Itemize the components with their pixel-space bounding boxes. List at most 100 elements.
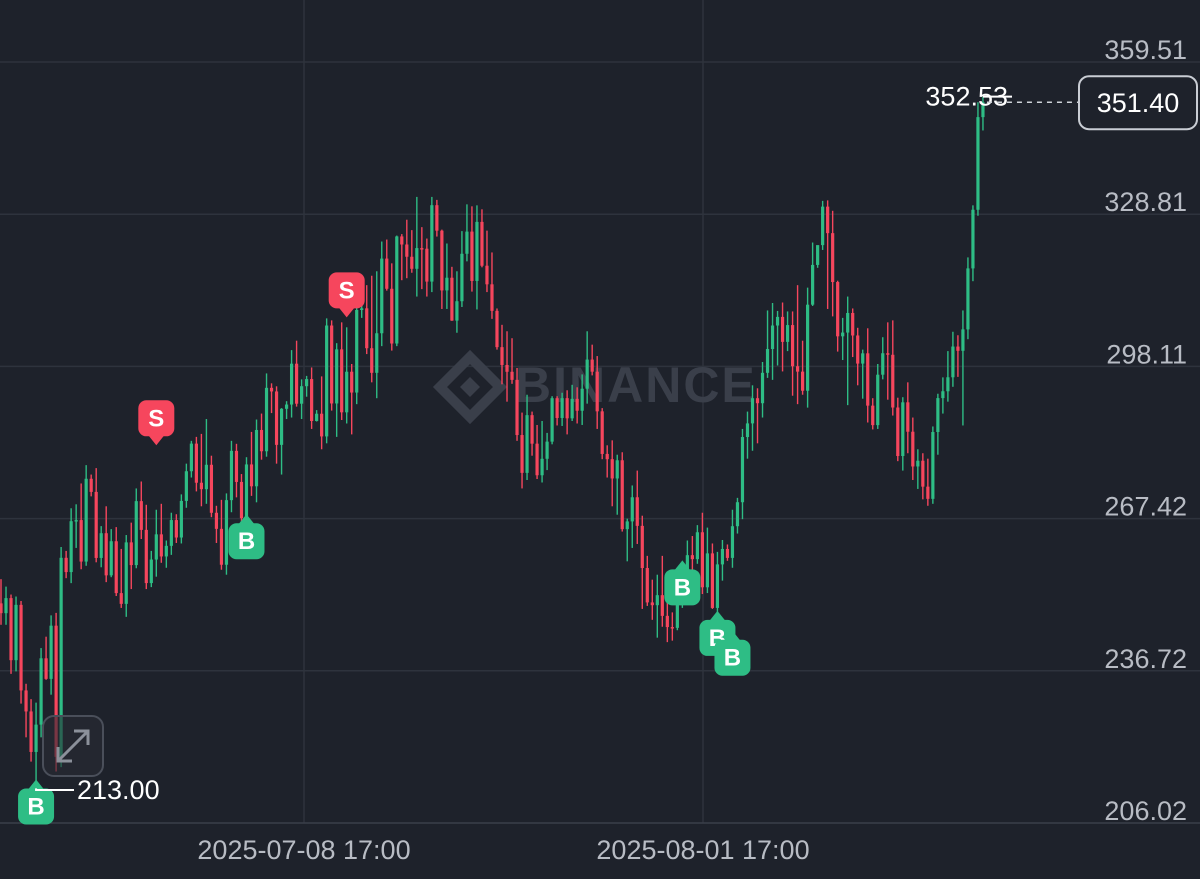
candle	[480, 209, 484, 268]
candle	[605, 445, 609, 478]
candle	[485, 230, 489, 293]
candle-body	[715, 564, 720, 608]
candle-body	[89, 478, 93, 492]
candle	[660, 555, 664, 627]
current-price-label: 351.40	[1097, 88, 1180, 118]
candle-body	[335, 349, 339, 404]
candle-body	[19, 604, 23, 691]
candle-body	[249, 464, 254, 487]
candle	[575, 387, 579, 424]
candle	[831, 210, 835, 317]
candle-body	[340, 349, 344, 413]
candle-body	[104, 533, 108, 576]
candle	[375, 271, 379, 399]
x-axis: 2025-07-08 17:00 2025-08-01 17:00	[197, 835, 809, 865]
candle	[525, 394, 529, 481]
candle-body	[500, 347, 504, 365]
candle-body	[976, 117, 980, 210]
candle-body	[470, 231, 474, 281]
candle-body	[881, 353, 885, 375]
candle	[365, 285, 369, 355]
marker-pointer	[709, 610, 726, 621]
candle	[460, 231, 464, 307]
candle-body	[229, 450, 234, 501]
candle-body	[755, 398, 760, 404]
candle-body	[710, 553, 715, 608]
candle-body	[785, 325, 790, 342]
candle-body	[966, 268, 970, 330]
candle	[134, 488, 138, 569]
candle	[470, 206, 474, 292]
candle-body	[69, 521, 73, 573]
candle	[209, 455, 214, 518]
candle-body	[59, 557, 63, 757]
candle	[149, 550, 153, 588]
candle-body	[620, 460, 624, 530]
candle-body	[906, 402, 910, 432]
candle-body	[936, 398, 940, 433]
candle	[650, 579, 654, 620]
candle-body	[846, 312, 850, 333]
candle	[104, 506, 108, 583]
candle-body	[901, 402, 905, 457]
candle	[846, 296, 850, 406]
candle	[961, 310, 965, 426]
marker-label: B	[674, 574, 691, 601]
expand-chart-button[interactable]	[42, 715, 104, 777]
candle	[465, 204, 469, 262]
candle	[259, 413, 264, 460]
candle-body	[826, 206, 830, 234]
candle	[610, 440, 614, 507]
candle	[530, 411, 534, 456]
candle	[816, 245, 820, 268]
candle	[84, 465, 88, 566]
candle-body	[535, 443, 539, 476]
candle	[325, 318, 329, 444]
candle-body	[410, 256, 414, 269]
candle-body	[615, 460, 619, 479]
candle-body	[294, 363, 299, 404]
candle-body	[94, 491, 98, 558]
candle-body	[590, 359, 594, 372]
candle-body	[821, 206, 825, 246]
marker-pointer	[28, 779, 45, 790]
candle-body	[9, 598, 13, 661]
candle	[199, 433, 203, 507]
candle	[410, 230, 414, 273]
candle-body	[645, 568, 649, 603]
candle	[305, 375, 309, 397]
candle	[981, 96, 985, 131]
candle	[720, 539, 725, 581]
candle-body	[891, 354, 895, 408]
candle	[490, 252, 494, 319]
candle-body	[0, 603, 3, 614]
candle	[555, 396, 559, 426]
candle-body	[209, 464, 214, 513]
candle-body	[801, 371, 805, 391]
marker-badge	[664, 569, 701, 606]
buy-marker: B	[664, 560, 701, 606]
candle	[94, 468, 98, 563]
candle-body	[700, 532, 704, 588]
candle	[600, 408, 604, 460]
candle-body	[585, 359, 589, 389]
candle	[320, 376, 324, 450]
candle	[39, 648, 43, 738]
candle	[866, 328, 870, 423]
marker-label: S	[339, 277, 355, 304]
candle	[4, 586, 8, 625]
candle	[715, 551, 720, 612]
candle-body	[400, 236, 404, 245]
y-tick-label: 267.42	[1104, 492, 1187, 522]
candle	[49, 615, 53, 695]
candle	[615, 454, 619, 515]
candle	[520, 412, 524, 489]
candle-body	[836, 282, 840, 337]
candle-body	[149, 559, 153, 584]
candle	[906, 382, 910, 454]
candle-body	[415, 248, 419, 269]
candle-body	[234, 450, 239, 482]
candle-body	[831, 233, 835, 283]
candle	[335, 343, 339, 437]
candle-body	[355, 309, 359, 393]
